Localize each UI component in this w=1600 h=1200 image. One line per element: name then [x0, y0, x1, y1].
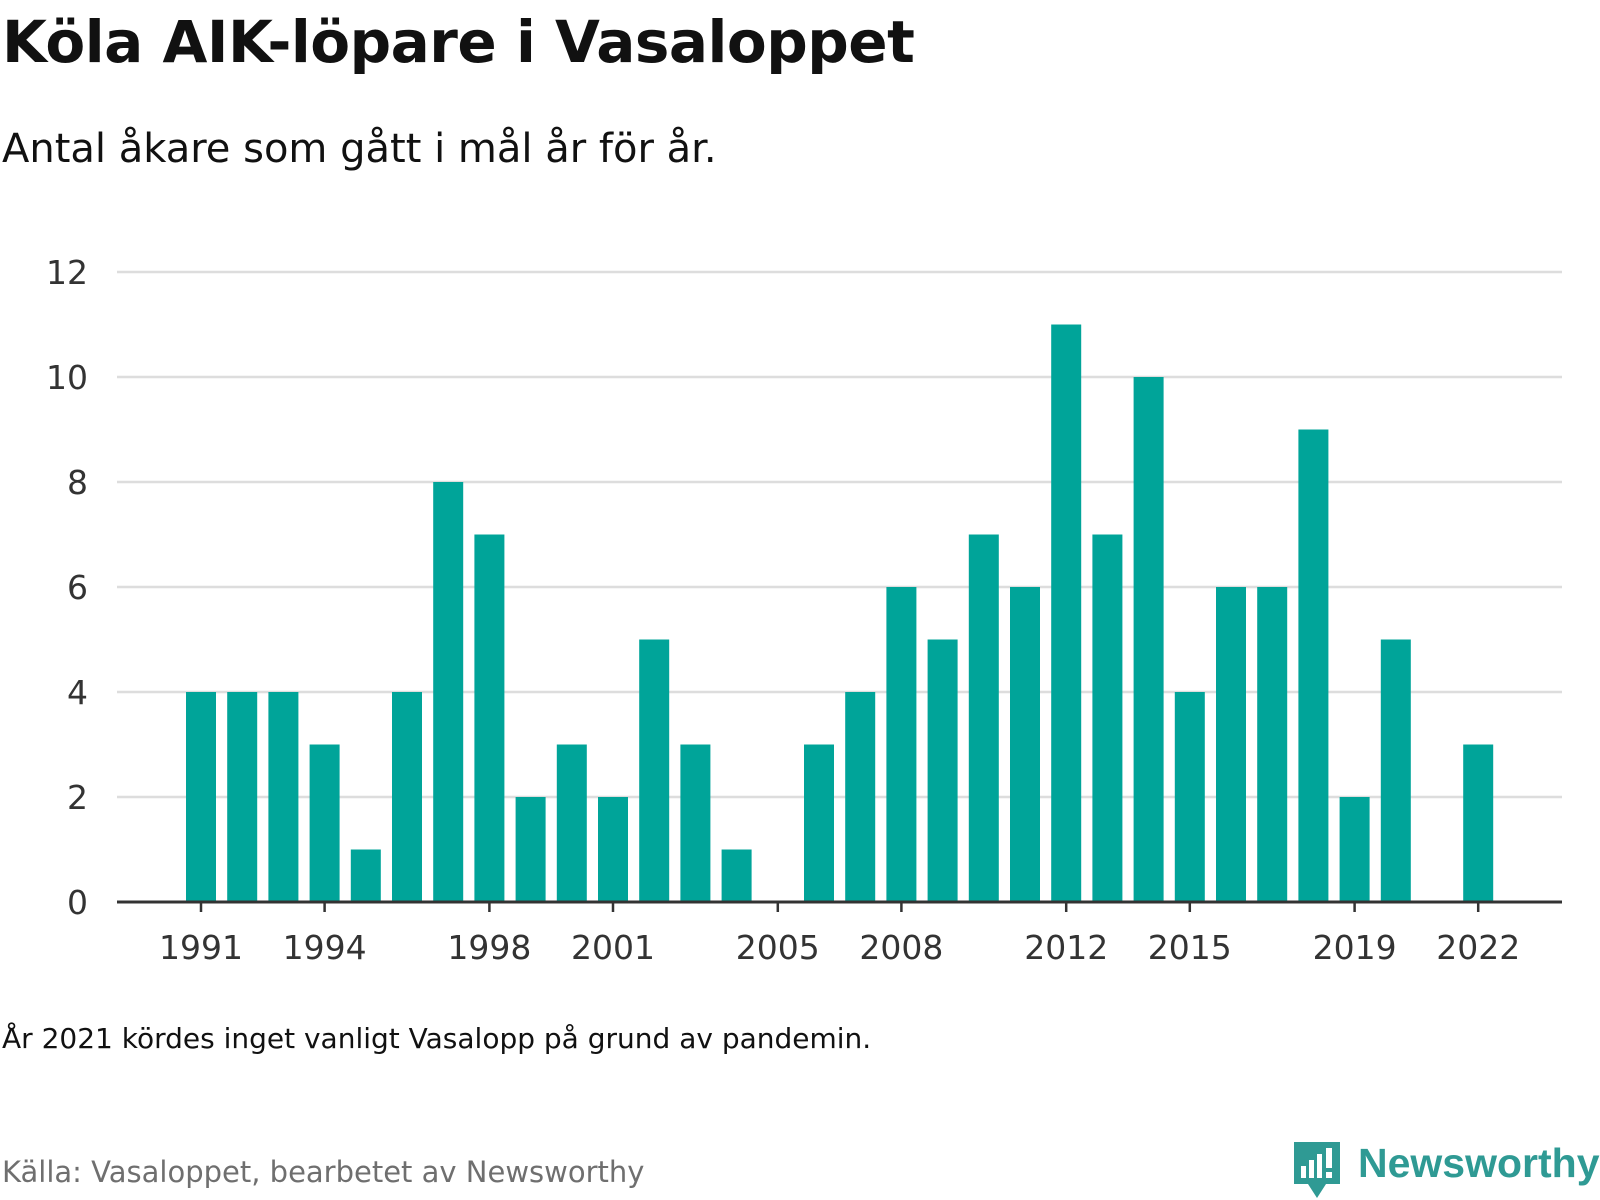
bar-2000	[556, 744, 587, 902]
bar-1999	[515, 797, 546, 902]
bar-1998	[474, 534, 505, 902]
bar-2006	[804, 744, 834, 902]
brand-name: Newsworthy	[1358, 1140, 1600, 1186]
source-credit: Källa: Vasaloppet, bearbetet av Newswort…	[2, 1155, 645, 1189]
y-tick-label: 12	[46, 253, 88, 292]
bar-2001	[598, 797, 628, 902]
x-tick-label: 1998	[447, 928, 531, 960]
bar-2019	[1339, 797, 1370, 902]
x-tick-label: 2008	[859, 928, 943, 960]
chart-title: Köla AIK-löpare i Vasaloppet	[2, 8, 915, 76]
bar-2015	[1174, 692, 1205, 902]
bar-2002	[639, 639, 670, 902]
bar-2017	[1257, 587, 1288, 902]
y-tick-label: 0	[67, 883, 88, 922]
bar-2010	[968, 534, 999, 902]
bar-2013	[1092, 534, 1123, 902]
x-tick-label: 2022	[1436, 928, 1520, 960]
bar-1993	[268, 692, 299, 902]
bar-2012	[1051, 324, 1082, 902]
bar-1991	[186, 692, 216, 902]
bar-2016	[1216, 587, 1246, 902]
bar-2007	[845, 692, 876, 902]
bar-2011	[1010, 587, 1040, 902]
newsworthy-logo-icon	[1294, 1142, 1340, 1198]
bar-1995	[350, 849, 381, 902]
y-tick-label: 2	[67, 778, 88, 817]
x-tick-label: 2005	[736, 928, 820, 960]
x-tick-label: 2001	[571, 928, 655, 960]
x-tick-label: 2012	[1024, 928, 1108, 960]
y-tick-label: 6	[67, 568, 88, 607]
bar-1994	[309, 744, 340, 902]
bar-1996	[392, 692, 422, 902]
bar-2004	[721, 849, 752, 902]
bar-2022	[1463, 744, 1494, 902]
bar-1997	[433, 482, 464, 902]
x-tick-label: 1991	[159, 928, 243, 960]
y-tick-label: 10	[46, 358, 88, 397]
x-tick-label: 2019	[1313, 928, 1397, 960]
bar-2018	[1298, 429, 1329, 902]
y-tick-label: 4	[67, 673, 88, 712]
x-tick-label: 2015	[1148, 928, 1232, 960]
bar-chart: 0 2 4 6 8 10 12 1991 1994 1998 2001 2005 2008 2012 201…	[46, 253, 1562, 960]
bar-1992	[227, 692, 258, 902]
bar-2014	[1133, 377, 1164, 902]
x-tick-label: 1994	[283, 928, 367, 960]
bar-2009	[927, 639, 958, 902]
bar-2003	[680, 744, 711, 902]
y-tick-label: 8	[67, 463, 88, 502]
bar-2020	[1380, 639, 1411, 902]
newsworthy-brand: Newsworthy	[1292, 1140, 1600, 1200]
chart-subtitle: Antal åkare som gått i mål år för år.	[2, 126, 717, 172]
footnote: År 2021 kördes inget vanligt Vasalopp på…	[2, 1022, 872, 1055]
bar-2008	[886, 587, 917, 902]
